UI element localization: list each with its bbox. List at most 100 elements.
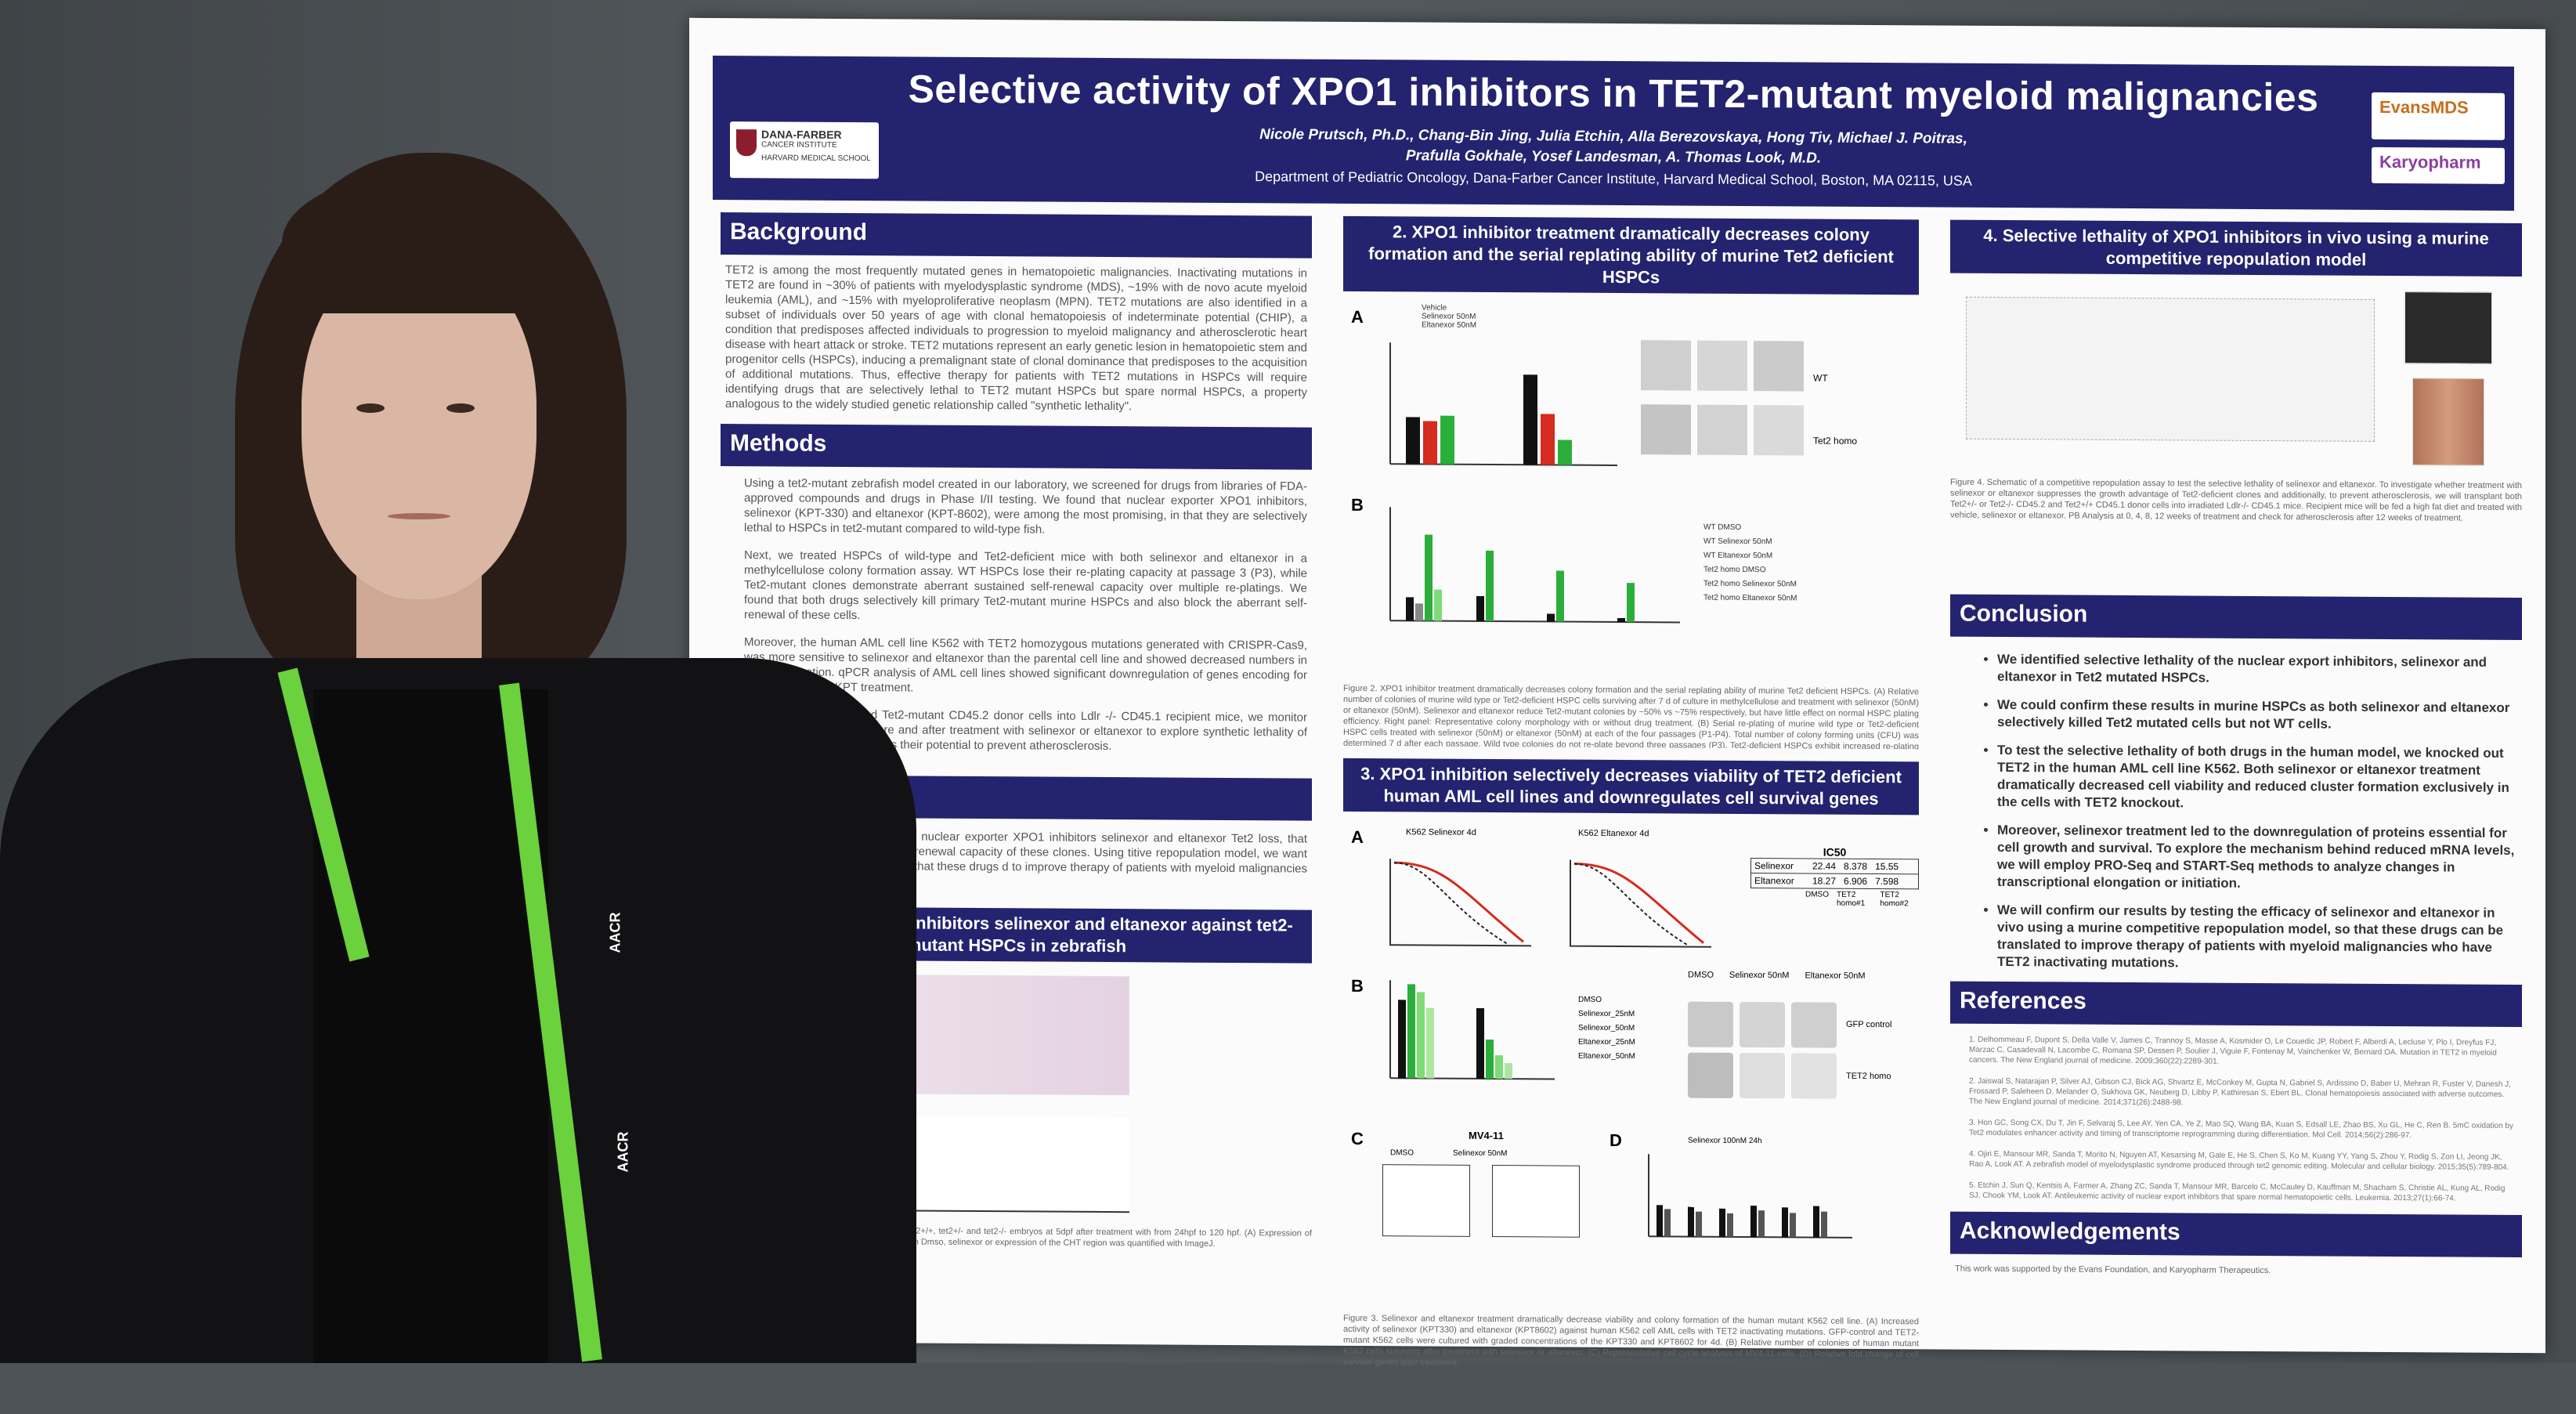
- colony-image: [1791, 1002, 1837, 1048]
- background-header: Background: [721, 212, 1312, 259]
- colony-image: [1697, 404, 1747, 456]
- colony-image: [1754, 341, 1804, 392]
- panel-letter: C: [1351, 1128, 1364, 1149]
- sec3-colony-images: [1688, 1001, 1837, 1048]
- colony-image: [1791, 1053, 1837, 1099]
- karyopharm-logo: Karyopharm: [2372, 146, 2505, 184]
- acknowledgements-text: This work was supported by the Evans Fou…: [1955, 1264, 2271, 1276]
- sec3-dose-curves: [1389, 859, 1711, 948]
- list-item: 4. Ojiri E, Mansour MR, Sanda T, Morito …: [1969, 1149, 2509, 1172]
- research-poster: Selective activity of XPO1 inhibitors in…: [689, 17, 2545, 1368]
- sec2-colony-images: [1641, 404, 1804, 456]
- list-item: We will confirm our results by testing t…: [1997, 902, 2517, 974]
- right-column: 4. Selective lethality of XPO1 inhibitor…: [1950, 219, 2522, 1278]
- sec2-row-label: Tet2 homo: [1813, 435, 1858, 447]
- eye: [446, 403, 475, 413]
- section4-caption: Figure 4. Schematic of a competitive rep…: [1950, 477, 2522, 523]
- list-item: 3. Hon GC, Song CX, Du T, Jin F, Selvara…: [1969, 1118, 2513, 1141]
- section2-caption: Figure 2. XPO1 inhibitor treatment drama…: [1343, 683, 1919, 750]
- colony-image: [1688, 1001, 1733, 1047]
- lanyard-text: AACR: [615, 1131, 631, 1173]
- panel-letter: B: [1351, 494, 1364, 515]
- sec2-row-label: WT: [1813, 372, 1828, 384]
- sec2-bar-chart-a: [1389, 342, 1617, 466]
- colony-image: [1641, 340, 1691, 391]
- list-item: 2. Jaiswal S, Natarajan P, Silver AJ, Gi…: [1969, 1076, 2511, 1108]
- references-list: 1. Delhommeau F, Dupont S, Della Valle V…: [1950, 1035, 2517, 1204]
- table-row: Selinexor 22.44 8.378 15.55: [1750, 858, 1919, 875]
- methods-item: Using a tet2-mutant zebrafish model crea…: [744, 476, 1307, 537]
- dana-farber-logo: DANA-FARBER CANCER INSTITUTE HARVARD MED…: [730, 121, 879, 179]
- mouth: [388, 513, 450, 519]
- sec2-colony-images: [1641, 340, 1804, 392]
- sec3-bar-chart-b: [1389, 980, 1555, 1080]
- evans-mds-logo: EvansMDS: [2372, 92, 2505, 140]
- conclusion-list: We identified selective lethality of the…: [1950, 651, 2517, 974]
- list-item: We identified selective lethality of the…: [1997, 651, 2517, 689]
- sec2-legend-a: Vehicle Selinexor 50nM Eltanexor 50nM: [1422, 303, 1477, 330]
- sec3-bar-chart-d: [1648, 1154, 1852, 1239]
- flow-plot: [1382, 1164, 1470, 1237]
- ic50-table: IC50 Selinexor 22.44 8.378 15.55 Eltanex…: [1750, 845, 1919, 908]
- bar: [1406, 417, 1420, 465]
- pb-analysis-image: [2404, 291, 2492, 364]
- references-header: References: [1950, 981, 2522, 1028]
- panel-letter: A: [1351, 826, 1364, 848]
- section4-header: 4. Selective lethality of XPO1 inhibitor…: [1950, 219, 2522, 277]
- panel-letter: D: [1610, 1130, 1622, 1151]
- section4-figure: [1950, 273, 2522, 480]
- methods-item: Next, we treated HSPCs of wild-type and …: [744, 548, 1307, 623]
- sec3-c-sub: DMSO Selinexor 50nM: [1390, 1148, 1508, 1159]
- sec3-panel-title: K562 Eltanexor 4d: [1578, 828, 1649, 839]
- colony-image: [1740, 1052, 1785, 1099]
- colony-image: [1697, 340, 1747, 392]
- background-text: TET2 is among the most frequently mutate…: [725, 263, 1307, 414]
- sec3-row-label: TET2 homo: [1846, 1071, 1891, 1082]
- sec3-legend-b: DMSO Selinexor_25nM Selinexor_50nM Eltan…: [1578, 995, 1635, 1061]
- lanyard-text: AACR: [607, 912, 623, 953]
- list-item: We could confirm these results in murine…: [1997, 696, 2517, 734]
- shield-icon: [736, 129, 757, 157]
- sec3-c-title: MV4-11: [1469, 1129, 1504, 1142]
- bar: [1440, 415, 1454, 465]
- sec3-d-title: Selinexor 100nM 24h: [1688, 1136, 1762, 1146]
- section3-header: 3. XPO1 inhibition selectively decreases…: [1343, 758, 1919, 815]
- colony-image: [1688, 1052, 1733, 1098]
- bar: [1523, 374, 1537, 465]
- table-row: DMSO TET2 homo#1 TET2 homo#2: [1805, 890, 1909, 909]
- flow-plot: [1492, 1165, 1580, 1238]
- section3-figure: A K562 Selinexor 4d K562 Eltanexor 4d IC…: [1343, 812, 1919, 1316]
- poster-title: Selective activity of XPO1 inhibitors in…: [908, 67, 2319, 120]
- poster-title-banner: Selective activity of XPO1 inhibitors in…: [713, 55, 2514, 211]
- sec3-row-label: GFP control: [1846, 1019, 1892, 1030]
- sec2-legend-b: WT DMSO WT Selinexor 50nM WT Eltanexor 5…: [1703, 523, 1797, 603]
- list-item: To test the selective lethality of both …: [1997, 742, 2517, 814]
- section2-header: 2. XPO1 inhibitor treatment dramatically…: [1343, 215, 1919, 295]
- acknowledgements-header: Acknowledgements: [1950, 1211, 2522, 1258]
- mouse-schematic: [1966, 296, 2375, 442]
- panel-letter: A: [1351, 306, 1364, 327]
- colony-image: [1754, 405, 1804, 456]
- sec3-panel-title: K562 Selinexor 4d: [1406, 827, 1476, 837]
- section3-caption: Figure 3. Selinexor and eltanexor treatm…: [1343, 1313, 1919, 1368]
- list-item: 1. Delhommeau F, Dupont S, Della Valle V…: [1969, 1035, 2497, 1066]
- bar: [1423, 421, 1437, 465]
- panel-letter: B: [1351, 975, 1364, 996]
- table-row: Eltanexor 18.27 6.906 7.598: [1750, 873, 1919, 890]
- methods-header: Methods: [721, 424, 1312, 470]
- bar: [1558, 439, 1572, 465]
- sec3-img-cols: DMSO Selinexor 50nM Eltanexor 50nM: [1688, 970, 1866, 981]
- middle-column: 2. XPO1 inhibitor treatment dramatically…: [1343, 215, 1919, 1410]
- person-top: [313, 689, 548, 1363]
- sec2-bar-chart-b: [1389, 507, 1680, 624]
- section2-figure: A Vehicle Selinexor 50nM Eltanexor 50nM: [1343, 291, 1919, 686]
- bar: [1541, 414, 1555, 465]
- eye: [356, 403, 385, 413]
- sec3-colony-images: [1688, 1052, 1837, 1099]
- list-item: Moreover, selinexor treatment led to the…: [1997, 822, 2517, 894]
- colony-image: [1641, 404, 1691, 455]
- poster-authors: Nicole Prutsch, Ph.D., Chang-Bin Jing, J…: [1259, 126, 1967, 167]
- list-item: 5. Etchin J, Sun Q, Kentsis A, Farmer A,…: [1969, 1181, 2506, 1203]
- conclusion-header: Conclusion: [1950, 594, 2522, 641]
- oil-red-image: [2412, 378, 2484, 466]
